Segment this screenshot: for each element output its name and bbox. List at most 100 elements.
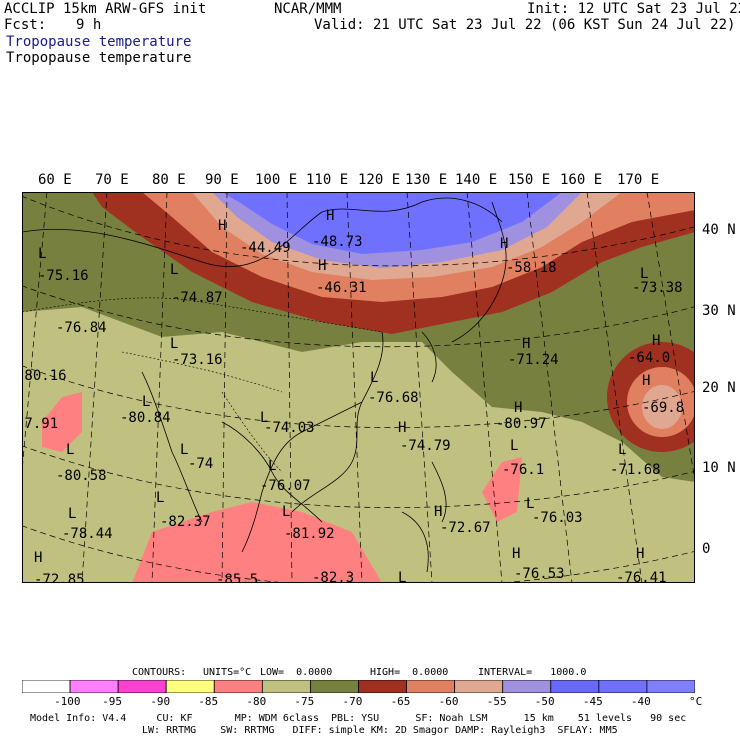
extremum-value: -74 (188, 456, 213, 472)
extremum-value: -76.68 (368, 390, 419, 406)
borders (22, 297, 383, 473)
high-marker: H (522, 336, 530, 352)
extremum-value: -72.67 (440, 520, 491, 536)
extremum-value: -76.84 (56, 320, 107, 336)
colorbar-label: -100 (54, 695, 81, 708)
lon-label: 110 E (306, 172, 349, 188)
high-marker: H (652, 333, 660, 349)
colorbar-label: -60 (438, 695, 459, 708)
extremum-value: -7.91 (22, 416, 58, 432)
colorbar-label: -65 (390, 695, 411, 708)
model-info-line1: Model Info: V4.4 CU: KF MP: WDM 6class P… (30, 713, 687, 724)
colorbar-swatch (165, 680, 215, 693)
low-marker: L (282, 504, 290, 520)
units-label: UNITS=°C (203, 667, 252, 678)
colorbar-swatch (454, 680, 504, 693)
lon-label: 170 E (617, 172, 660, 188)
colorbar-label: -50 (534, 695, 555, 708)
extremum-value: -82.3 (312, 570, 354, 583)
low-marker: L (66, 442, 74, 458)
high-marker: H (398, 420, 406, 436)
tropopause-temperature-map: H-44.49H-48.73H-46.31H-58.18L-75.16 L-74.… (22, 192, 695, 583)
graticule (22, 192, 695, 583)
colorbar-swatch (502, 680, 552, 693)
low-marker: L (142, 394, 150, 410)
blue-region (222, 192, 562, 254)
pink-region-east (482, 457, 522, 522)
high-marker: H (500, 236, 508, 252)
low-marker: L (180, 442, 188, 458)
extremum-value: -73.16 (172, 352, 223, 368)
high-marker: H (218, 218, 226, 234)
low-marker: L (268, 458, 276, 474)
lon-label: 160 E (560, 172, 603, 188)
colorbar-swatch (646, 680, 695, 693)
lon-label: 90 E (205, 172, 239, 188)
colorbar-label: -40 (630, 695, 651, 708)
extremum-value: -76.53 (514, 566, 565, 582)
colorbar-swatch (406, 680, 456, 693)
lon-label: 100 E (255, 172, 298, 188)
lat-label: 30 N (702, 303, 736, 319)
colorbar-label: -85 (198, 695, 219, 708)
low-marker: L (68, 506, 76, 522)
extremum-value: -76.07 (260, 478, 311, 494)
colorbar-label: -55 (486, 695, 507, 708)
extremum-value: -80.97 (496, 416, 547, 432)
low-marker: L (618, 442, 626, 458)
colorbar-label: -75 (294, 695, 315, 708)
extrema-labels: H-44.49H-48.73H-46.31H-58.18L-75.16 L-74.… (22, 208, 684, 583)
extremum-value: -74.87 (172, 290, 223, 306)
lon-label: 120 E (358, 172, 401, 188)
extremum-value: -71.68 (610, 462, 661, 478)
lon-label: 130 E (405, 172, 448, 188)
pink-region-south (132, 502, 382, 583)
model-title: ACCLIP 15km ARW-GFS init (4, 1, 207, 17)
fcst-value: 9 h (76, 17, 102, 33)
contours-label: CONTOURS: (132, 667, 187, 678)
high-marker: H (434, 504, 442, 520)
lon-label: 70 E (95, 172, 129, 188)
field-title: Tropopause temperature (6, 50, 192, 66)
colorbar-swatch (261, 680, 311, 693)
colorbar-label: -90 (150, 695, 171, 708)
colorbar-swatch (69, 680, 119, 693)
valid-time: Valid: 21 UTC Sat 23 Jul 22 (06 KST Sun … (314, 17, 736, 33)
center-label: NCAR/MMM (274, 1, 342, 17)
colorbar-swatch (310, 680, 359, 693)
coastlines (22, 197, 507, 573)
extremum-value: -46.31 (316, 280, 367, 296)
extremum-value: -44.49 (240, 240, 291, 256)
colorbar-swatch (22, 680, 71, 693)
interval-label: INTERVAL= 1000.0 (478, 667, 587, 678)
extremum-value: -48.73 (312, 234, 363, 250)
colorbar-swatch (117, 680, 167, 693)
extremum-value: -69.8 (642, 400, 684, 416)
high-label: HIGH= 0.0000 (370, 667, 449, 678)
low-marker: L (640, 266, 648, 282)
extremum-value: -76.03 (532, 510, 583, 526)
extremum-value: -82.37 (160, 514, 211, 530)
extremum-value: -74.03 (264, 420, 315, 436)
extremum-value: -72.85 (34, 572, 85, 583)
colorbar-swatch (213, 680, 263, 693)
lat-label: 20 N (702, 380, 736, 396)
high-marker: H (636, 546, 644, 562)
low-marker: L (156, 490, 164, 506)
colorbar-swatch (358, 680, 407, 693)
colorbar-label: -70 (342, 695, 363, 708)
extremum-value: -76.1 (502, 462, 544, 478)
low-marker: L (260, 410, 268, 426)
extremum-value: -73.38 (632, 280, 683, 296)
low-marker: L (38, 246, 46, 262)
colorbar (22, 680, 695, 693)
high-marker: H (318, 258, 326, 274)
colorbar-swatch (550, 680, 600, 693)
low-marker: L (370, 370, 378, 386)
low-marker: L (170, 336, 178, 352)
extremum-value: -80.58 (56, 468, 107, 484)
extremum-value: -74.79 (400, 438, 451, 454)
lat-label: 40 N (702, 222, 736, 238)
colorbar-label: -95 (102, 695, 123, 708)
extremum-value: -64.0 (628, 350, 670, 366)
